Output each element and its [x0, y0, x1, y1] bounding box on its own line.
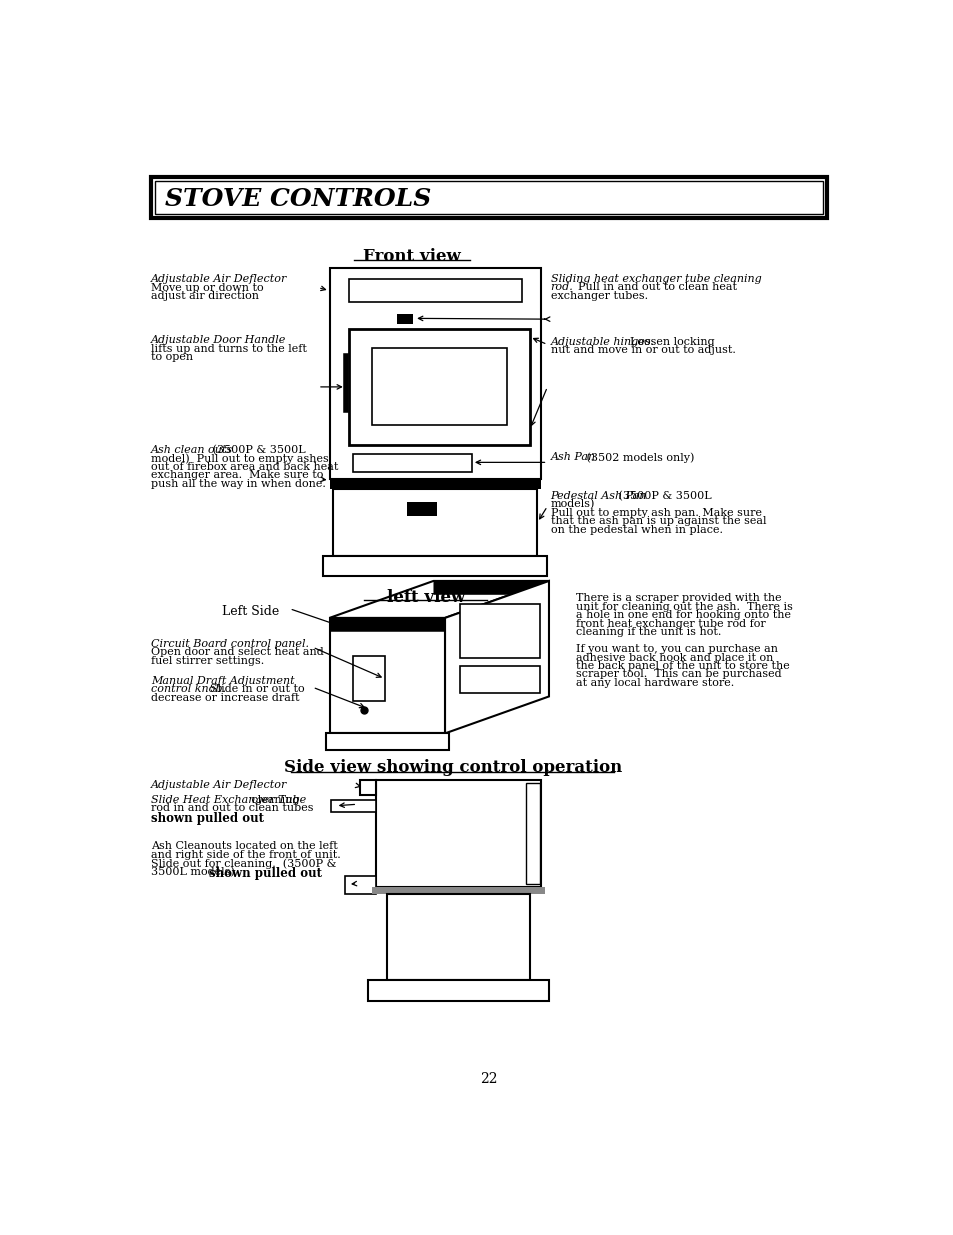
Text: Circuit Board control panel.: Circuit Board control panel.: [151, 638, 309, 648]
Bar: [368, 979, 548, 1002]
Text: to open: to open: [151, 352, 193, 362]
Text: the back panel of the unit to store the: the back panel of the unit to store the: [576, 661, 789, 671]
Text: out of firebox area and back heat: out of firebox area and back heat: [151, 462, 338, 472]
Polygon shape: [444, 580, 548, 734]
Text: Pull in and out to clean heat: Pull in and out to clean heat: [571, 282, 737, 293]
Bar: [329, 268, 540, 479]
Text: Pull out to empty ash pan. Make sure: Pull out to empty ash pan. Make sure: [550, 508, 760, 517]
Text: exchanger tubes.: exchanger tubes.: [550, 290, 647, 300]
Bar: [525, 783, 539, 883]
Text: Front view: Front view: [363, 248, 460, 266]
Bar: [372, 348, 506, 425]
Text: a hole in one end for hooking onto the: a hole in one end for hooking onto the: [576, 610, 790, 620]
Bar: [372, 888, 544, 894]
Text: (3500P & 3500L: (3500P & 3500L: [615, 490, 711, 501]
Text: front heat exchanger tube rod for: front heat exchanger tube rod for: [576, 619, 765, 629]
Bar: [323, 556, 547, 576]
Text: rod in and out to clean tubes: rod in and out to clean tubes: [151, 804, 314, 814]
Text: adhesive back hook and place it on: adhesive back hook and place it on: [576, 652, 773, 662]
Text: rod.: rod.: [550, 282, 573, 293]
Text: models): models): [550, 499, 595, 510]
Bar: [329, 478, 540, 489]
Text: shown pulled out: shown pulled out: [210, 867, 322, 879]
Text: scraper tool.  This can be purchased: scraper tool. This can be purchased: [576, 669, 781, 679]
Text: Slide Heat Exchanger Tube: Slide Heat Exchanger Tube: [151, 795, 306, 805]
Bar: [353, 656, 385, 701]
Text: control knob.: control knob.: [151, 684, 226, 694]
Text: Left Side: Left Side: [221, 605, 278, 618]
Text: adjust air direction: adjust air direction: [151, 291, 258, 301]
Bar: [154, 182, 822, 214]
Text: shown pulled out: shown pulled out: [151, 811, 264, 825]
Text: Adjustable Air Deflector: Adjustable Air Deflector: [151, 779, 287, 789]
Bar: [331, 799, 375, 811]
Bar: [349, 330, 529, 445]
Bar: [325, 734, 449, 751]
Bar: [333, 489, 537, 556]
Text: (3502 models only): (3502 models only): [582, 452, 694, 463]
Bar: [387, 894, 529, 979]
Bar: [345, 876, 375, 894]
Text: STOVE CONTROLS: STOVE CONTROLS: [165, 186, 431, 211]
Text: Adjustable Door Handle: Adjustable Door Handle: [151, 336, 286, 346]
Text: left view: left view: [386, 589, 464, 605]
Text: on the pedestal when in place.: on the pedestal when in place.: [550, 525, 721, 535]
Text: model)  Pull out to empty ashes: model) Pull out to empty ashes: [151, 453, 328, 463]
Text: There is a scraper provided with the: There is a scraper provided with the: [576, 593, 781, 603]
Text: Pedestal Ash Pan: Pedestal Ash Pan: [550, 490, 646, 501]
Text: Ash Cleanouts located on the left: Ash Cleanouts located on the left: [151, 841, 337, 851]
Text: Ash clean outs: Ash clean outs: [151, 445, 233, 454]
Text: (3500P & 3500L: (3500P & 3500L: [209, 445, 305, 454]
Text: Move up or down to: Move up or down to: [151, 283, 263, 293]
Bar: [353, 454, 472, 472]
Text: that the ash pan is up against the seal: that the ash pan is up against the seal: [550, 516, 765, 526]
Text: Side view showing control operation: Side view showing control operation: [283, 758, 621, 776]
Text: and right side of the front of unit.: and right side of the front of unit.: [151, 850, 340, 860]
Text: Open door and select heat and: Open door and select heat and: [151, 647, 323, 657]
Text: Adjustable Air Deflector: Adjustable Air Deflector: [151, 274, 287, 284]
Text: Slide out for cleaning.  (3500P &: Slide out for cleaning. (3500P &: [151, 858, 336, 868]
Text: nut and move in or out to adjust.: nut and move in or out to adjust.: [550, 346, 735, 356]
Text: 22: 22: [479, 1072, 497, 1087]
Text: fuel stirrer settings.: fuel stirrer settings.: [151, 656, 264, 666]
Bar: [406, 503, 436, 516]
Text: Slide in or out to: Slide in or out to: [203, 684, 305, 694]
Text: exchanger area.  Make sure to: exchanger area. Make sure to: [151, 471, 323, 480]
Text: cleaning: cleaning: [248, 795, 299, 805]
Text: decrease or increase draft: decrease or increase draft: [151, 693, 299, 703]
Text: unit for cleaning out the ash.  There is: unit for cleaning out the ash. There is: [576, 601, 792, 611]
Text: Ash Pan: Ash Pan: [550, 452, 595, 462]
Text: lifts up and turns to the left: lifts up and turns to the left: [151, 343, 307, 353]
Text: Manual Draft Adjustment: Manual Draft Adjustment: [151, 676, 294, 685]
Bar: [329, 618, 444, 734]
Text: 3500L models): 3500L models): [151, 867, 241, 877]
Text: If you want to, you can purchase an: If you want to, you can purchase an: [576, 645, 777, 655]
Bar: [151, 178, 826, 217]
Text: Sliding heat exchanger tube cleaning: Sliding heat exchanger tube cleaning: [550, 274, 760, 284]
Text: at any local hardware store.: at any local hardware store.: [576, 678, 734, 688]
Text: push all the way in when done.: push all the way in when done.: [151, 478, 325, 489]
Text: Adjustable hinges.: Adjustable hinges.: [550, 337, 654, 347]
Bar: [360, 779, 375, 795]
Text: cleaning if the unit is hot.: cleaning if the unit is hot.: [576, 627, 720, 637]
Polygon shape: [329, 580, 548, 632]
Bar: [349, 279, 521, 303]
Bar: [396, 314, 413, 324]
Text: Loosen locking: Loosen locking: [622, 337, 714, 347]
Polygon shape: [329, 580, 548, 618]
Bar: [460, 604, 539, 658]
Bar: [460, 666, 539, 693]
Bar: [375, 779, 540, 888]
